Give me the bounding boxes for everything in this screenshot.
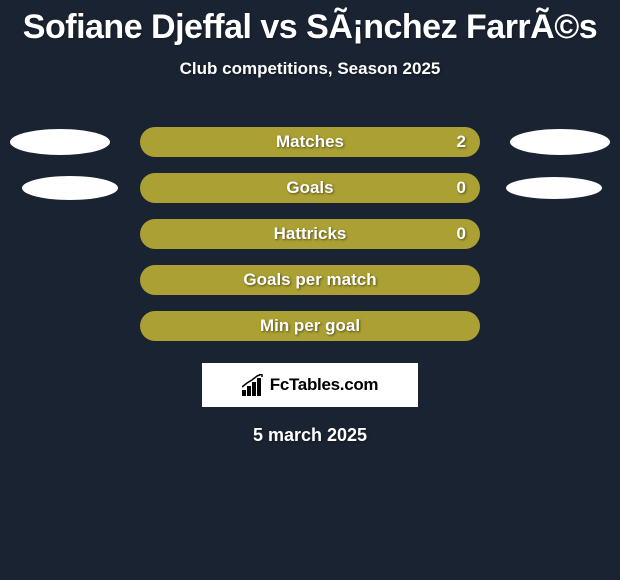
- subtitle: Club competitions, Season 2025: [0, 59, 620, 79]
- stat-label: Goals: [286, 178, 333, 198]
- stat-value-right: 0: [457, 224, 466, 244]
- stat-bar: Hattricks 0: [140, 219, 480, 249]
- stat-row-matches: Matches 2: [0, 119, 620, 165]
- logo-box: FcTables.com: [202, 363, 418, 407]
- stat-bar: Min per goal: [140, 311, 480, 341]
- stat-label: Hattricks: [274, 224, 347, 244]
- right-ellipse: [506, 177, 602, 199]
- stat-value-right: 0: [457, 178, 466, 198]
- stats-list: Matches 2 Goals 0 Hattricks 0 Goals per …: [0, 119, 620, 349]
- chart-icon: [242, 374, 266, 396]
- stat-label: Matches: [276, 132, 344, 152]
- stat-bar: Matches 2: [140, 127, 480, 157]
- logo-text: FcTables.com: [270, 375, 379, 395]
- stat-label: Goals per match: [243, 270, 376, 290]
- stat-row-hattricks: Hattricks 0: [0, 211, 620, 257]
- page-title: Sofiane Djeffal vs SÃ¡nchez FarrÃ©s: [0, 8, 620, 47]
- left-ellipse: [10, 129, 110, 155]
- right-ellipse: [510, 129, 610, 155]
- stat-row-min-per-goal: Min per goal: [0, 303, 620, 349]
- stat-value-right: 2: [457, 132, 466, 152]
- left-ellipse: [22, 176, 118, 200]
- stat-bar: Goals per match: [140, 265, 480, 295]
- date-text: 5 march 2025: [0, 425, 620, 446]
- stat-row-goals-per-match: Goals per match: [0, 257, 620, 303]
- stat-label: Min per goal: [260, 316, 360, 336]
- logo-content: FcTables.com: [242, 374, 379, 396]
- comparison-card: Sofiane Djeffal vs SÃ¡nchez FarrÃ©s Club…: [0, 0, 620, 446]
- stat-bar: Goals 0: [140, 173, 480, 203]
- stat-row-goals: Goals 0: [0, 165, 620, 211]
